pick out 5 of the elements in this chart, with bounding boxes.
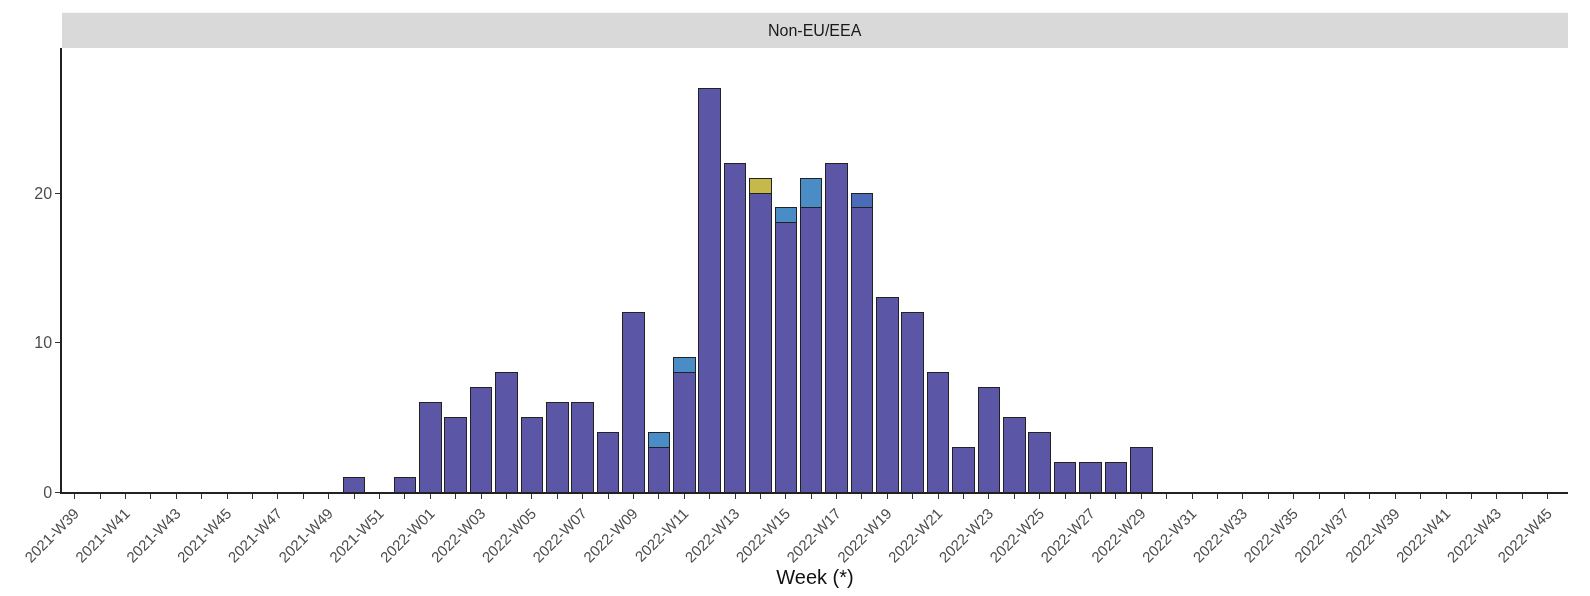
x-axis-title: Week (*): [776, 565, 854, 588]
y-tick-label: 10: [34, 334, 53, 352]
y-tick-label: 20: [34, 184, 53, 202]
chart-title: Non-EU/EEA: [768, 22, 862, 39]
y-tick-label: 0: [43, 483, 53, 501]
